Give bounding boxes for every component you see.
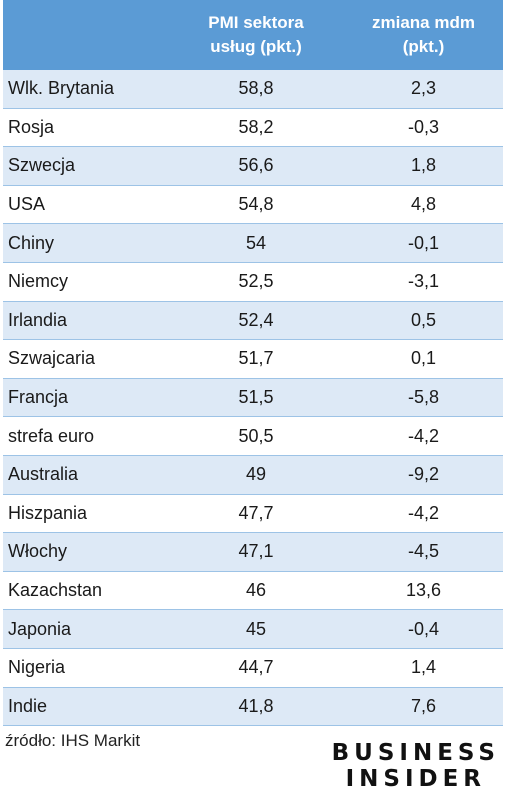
- country-cell: strefa euro: [3, 416, 168, 456]
- table-header: PMI sektora usług (pkt.) zmiana mdm (pkt…: [3, 0, 503, 70]
- country-cell: Indie: [3, 687, 168, 727]
- pmi-cell: 58,2: [168, 108, 344, 148]
- pmi-cell: 54: [168, 223, 344, 263]
- table-row: strefa euro 50,5 -4,2: [3, 416, 503, 456]
- change-cell: 0,1: [344, 339, 503, 379]
- header-pmi-line1: PMI sektora: [208, 13, 304, 32]
- header-country: [3, 0, 168, 70]
- table-row: USA 54,8 4,8: [3, 185, 503, 225]
- country-cell: Hiszpania: [3, 494, 168, 534]
- source-note: źródło: IHS Markit: [5, 731, 141, 750]
- table-row: Chiny 54 -0,1: [3, 223, 503, 263]
- table-row: Japonia 45 -0,4: [3, 609, 503, 649]
- country-cell: Irlandia: [3, 301, 168, 341]
- pmi-cell: 52,5: [168, 262, 344, 302]
- country-cell: Japonia: [3, 609, 168, 649]
- country-cell: Francja: [3, 378, 168, 418]
- change-cell: 1,8: [344, 146, 503, 186]
- change-cell: -9,2: [344, 455, 503, 495]
- country-cell: Wlk. Brytania: [3, 70, 168, 109]
- table-row: Kazachstan 46 13,6: [3, 571, 503, 611]
- header-row: PMI sektora usług (pkt.) zmiana mdm (pkt…: [3, 0, 503, 70]
- table-row: Rosja 58,2 -0,3: [3, 108, 503, 148]
- table-row: Włochy 47,1 -4,5: [3, 532, 503, 572]
- pmi-cell: 52,4: [168, 301, 344, 341]
- header-pmi-line2: usług (pkt.): [210, 37, 302, 56]
- country-cell: Chiny: [3, 223, 168, 263]
- table-row: Francja 51,5 -5,8: [3, 378, 503, 418]
- business-insider-logo: BUSINESS INSIDER: [332, 740, 500, 792]
- change-cell: -0,4: [344, 609, 503, 649]
- change-cell: 2,3: [344, 70, 503, 109]
- table-body: Wlk. Brytania 58,8 2,3 Rosja 58,2 -0,3 Szwecja…: [3, 70, 503, 727]
- table-row: Nigeria 44,7 1,4: [3, 648, 503, 688]
- table-row: Hiszpania 47,7 -4,2: [3, 494, 503, 534]
- change-cell: 0,5: [344, 301, 503, 341]
- table-row: Wlk. Brytania 58,8 2,3: [3, 70, 503, 109]
- pmi-cell: 56,6: [168, 146, 344, 186]
- country-cell: Nigeria: [3, 648, 168, 688]
- pmi-cell: 47,1: [168, 532, 344, 572]
- country-cell: Rosja: [3, 108, 168, 148]
- pmi-cell: 50,5: [168, 416, 344, 456]
- table-row: Irlandia 52,4 0,5: [3, 301, 503, 341]
- table-row: Szwecja 56,6 1,8: [3, 146, 503, 186]
- country-cell: Niemcy: [3, 262, 168, 302]
- header-change-line2: (pkt.): [402, 37, 445, 56]
- pmi-table: PMI sektora usług (pkt.) zmiana mdm (pkt…: [3, 0, 503, 727]
- pmi-cell: 44,7: [168, 648, 344, 688]
- country-cell: Australia: [3, 455, 168, 495]
- country-cell: USA: [3, 185, 168, 225]
- header-pmi: PMI sektora usług (pkt.): [168, 0, 344, 70]
- table-row: Szwajcaria 51,7 0,1: [3, 339, 503, 379]
- change-cell: 7,6: [344, 687, 503, 727]
- logo-line1: BUSINESS: [331, 740, 500, 766]
- table-row: Australia 49 -9,2: [3, 455, 503, 495]
- pmi-cell: 47,7: [168, 494, 344, 534]
- change-cell: 1,4: [344, 648, 503, 688]
- logo-line2: INSIDER: [345, 766, 487, 792]
- pmi-cell: 41,8: [168, 687, 344, 727]
- country-cell: Włochy: [3, 532, 168, 572]
- pmi-cell: 49: [168, 455, 344, 495]
- table-row: Indie 41,8 7,6: [3, 687, 503, 727]
- country-cell: Szwajcaria: [3, 339, 168, 379]
- table-row: Niemcy 52,5 -3,1: [3, 262, 503, 302]
- change-cell: -4,2: [344, 494, 503, 534]
- header-change-line1: zmiana mdm: [372, 13, 475, 32]
- pmi-cell: 45: [168, 609, 344, 649]
- country-cell: Szwecja: [3, 146, 168, 186]
- header-change: zmiana mdm (pkt.): [344, 0, 503, 70]
- pmi-cell: 51,5: [168, 378, 344, 418]
- pmi-cell: 54,8: [168, 185, 344, 225]
- pmi-cell: 51,7: [168, 339, 344, 379]
- change-cell: 13,6: [344, 571, 503, 611]
- change-cell: -0,1: [344, 223, 503, 263]
- pmi-cell: 46: [168, 571, 344, 611]
- change-cell: -5,8: [344, 378, 503, 418]
- change-cell: -4,5: [344, 532, 503, 572]
- change-cell: -3,1: [344, 262, 503, 302]
- change-cell: -4,2: [344, 416, 503, 456]
- pmi-cell: 58,8: [168, 70, 344, 109]
- country-cell: Kazachstan: [3, 571, 168, 611]
- change-cell: 4,8: [344, 185, 503, 225]
- change-cell: -0,3: [344, 108, 503, 148]
